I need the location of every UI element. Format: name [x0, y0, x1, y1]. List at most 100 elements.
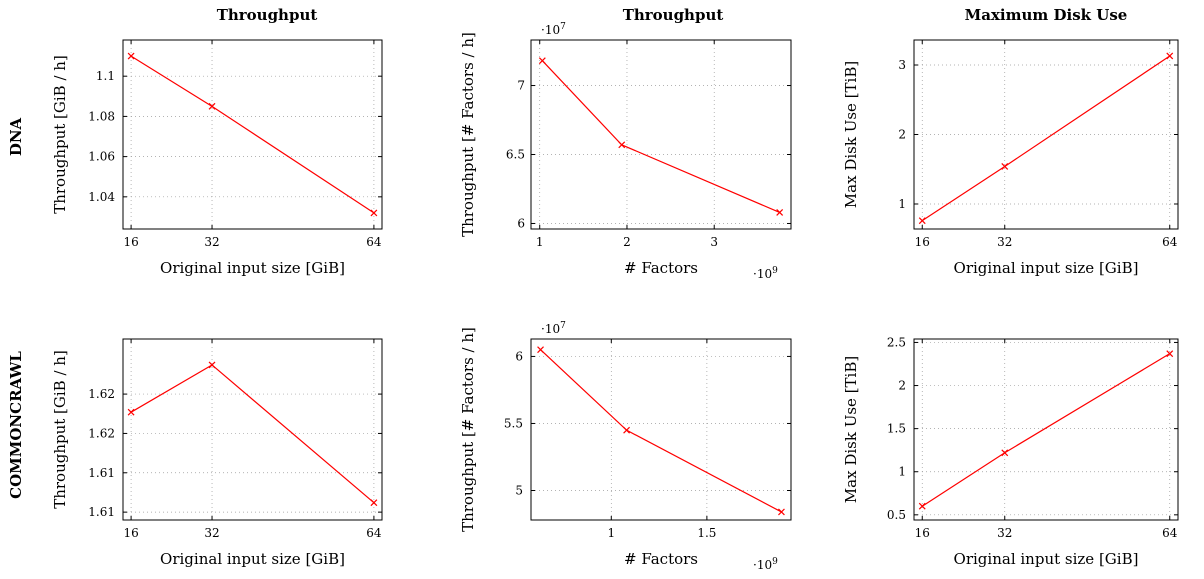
data-point [918, 502, 926, 510]
series-line [540, 349, 782, 513]
y-tick-label: 1 [898, 197, 906, 211]
y-exponent-label: ·107 [541, 321, 566, 336]
x-tick-label: 64 [1162, 235, 1178, 249]
series-line [541, 60, 780, 214]
series-line [130, 55, 375, 214]
y-tick-label: 7 [517, 79, 525, 93]
plot-frame [122, 39, 383, 230]
y-tick-label: 1.62 [88, 426, 115, 440]
data-point [623, 426, 631, 434]
series-line [921, 353, 1171, 507]
data-point [1001, 163, 1009, 170]
y-tick-label: 6.5 [506, 148, 525, 162]
data-point [1166, 350, 1174, 358]
x-exponent-value: 9 [772, 557, 778, 567]
x-tick-label: 64 [366, 526, 382, 540]
x-axis-label: # Factors [624, 259, 698, 277]
y-tick-label: 2 [898, 128, 906, 142]
y-axis-label: Max Disk Use [TiB] [842, 61, 860, 208]
y-tick-label: 6 [517, 216, 525, 230]
chart-panel-2: 1 2 3 6 6.5 7 # Factors Throughput [# Factors /… [459, 22, 792, 281]
data-point [1166, 52, 1174, 60]
data-point [370, 499, 378, 507]
x-axis-label: Original input size [GiB] [954, 550, 1139, 568]
y-axis-label: Throughput [GiB / h] [51, 55, 69, 214]
x-tick-label: 16 [915, 526, 930, 540]
x-exponent-label: ·109 [753, 557, 778, 572]
y-tick-label: 3 [898, 58, 906, 72]
chart-panel-5: 1 1.5 5 5.5 6 # Factors Throughput [# Factors … [459, 321, 792, 572]
data-point [208, 361, 216, 369]
y-tick-label: 1.06 [88, 150, 115, 164]
data-point [208, 102, 216, 110]
data-point [537, 346, 544, 354]
plot-frame [122, 338, 383, 521]
x-exponent-value: 9 [772, 266, 778, 276]
data-point [127, 52, 135, 60]
data-point [127, 408, 135, 416]
plot-frame [913, 338, 1179, 521]
data-point [918, 217, 926, 225]
column-title-3: Maximum Disk Use [965, 6, 1128, 24]
x-tick-label: 32 [997, 526, 1012, 540]
y-axis-label: Throughput [# Factors / h] [459, 327, 477, 532]
series-line [921, 55, 1171, 222]
chart-panel-3: 16 32 64 1 2 3 Original input size [GiB] Max Di… [842, 39, 1179, 277]
x-tick-label: 16 [123, 235, 138, 249]
y-tick-label: 1.61 [88, 466, 115, 480]
y-axis-label: Throughput [GiB / h] [51, 350, 69, 509]
column-title-1: Throughput [217, 6, 318, 24]
row-label-commoncrawl: COMMONCRAWL [7, 351, 25, 499]
y-tick-label: 5 [515, 484, 523, 498]
x-tick-label: 32 [997, 235, 1012, 249]
y-exponent-value: 7 [560, 22, 566, 32]
x-tick-label: 1 [607, 526, 615, 540]
x-tick-label: 3 [710, 235, 718, 249]
x-axis-label: Original input size [GiB] [954, 259, 1139, 277]
x-axis-label: Original input size [GiB] [160, 550, 345, 568]
x-tick-label: 1 [536, 235, 544, 249]
x-tick-label: 32 [204, 235, 219, 249]
y-tick-label: 1.5 [887, 422, 906, 436]
x-axis-label: # Factors [624, 550, 698, 568]
y-tick-label: 2.5 [887, 335, 906, 349]
plot-frame [530, 338, 792, 521]
x-tick-label: 2 [623, 235, 631, 249]
data-point [776, 209, 784, 216]
y-exponent-label: ·107 [541, 22, 566, 37]
x-tick-label: 16 [915, 235, 930, 249]
chart-panel-4: 16 32 64 1.61 1.61 1.62 1.62 Original input siz… [51, 338, 383, 568]
y-axis-label: Max Disk Use [TiB] [842, 356, 860, 503]
x-axis-label: Original input size [GiB] [160, 259, 345, 277]
data-point [370, 209, 378, 217]
x-tick-label: 64 [1162, 526, 1178, 540]
y-tick-label: 5.5 [504, 416, 523, 430]
x-tick-label: 64 [366, 235, 382, 249]
row-label-dna: DNA [7, 117, 25, 156]
y-tick-label: 1 [898, 465, 906, 479]
data-point [538, 57, 546, 65]
x-tick-label: 32 [204, 526, 219, 540]
data-point [618, 141, 626, 149]
y-tick-label: 1.08 [88, 109, 115, 123]
column-title-2: Throughput [623, 6, 724, 24]
chart-panel-6: 16 32 64 0.5 1 1.5 2 2.5 Original input size [Gi… [842, 335, 1179, 568]
y-tick-label: 1.1 [96, 69, 115, 83]
y-tick-label: 1.62 [88, 387, 115, 401]
chart-panel-1: 16 32 64 1.04 1.06 1.08 1.1 Original input size… [51, 39, 383, 277]
y-tick-label: 1.04 [88, 190, 115, 204]
data-point [778, 508, 785, 516]
y-tick-label: 0.5 [887, 508, 906, 522]
series-line [130, 364, 375, 504]
x-tick-label: 1.5 [697, 526, 716, 540]
x-tick-label: 16 [123, 526, 138, 540]
y-tick-label: 6 [515, 349, 523, 363]
y-axis-label: Throughput [# Factors / h] [459, 32, 477, 237]
x-exponent-label: ·109 [753, 266, 778, 281]
y-tick-label: 2 [898, 379, 906, 393]
data-point [1001, 449, 1009, 457]
y-exponent-value: 7 [560, 321, 566, 331]
y-tick-label: 1.61 [88, 505, 115, 519]
